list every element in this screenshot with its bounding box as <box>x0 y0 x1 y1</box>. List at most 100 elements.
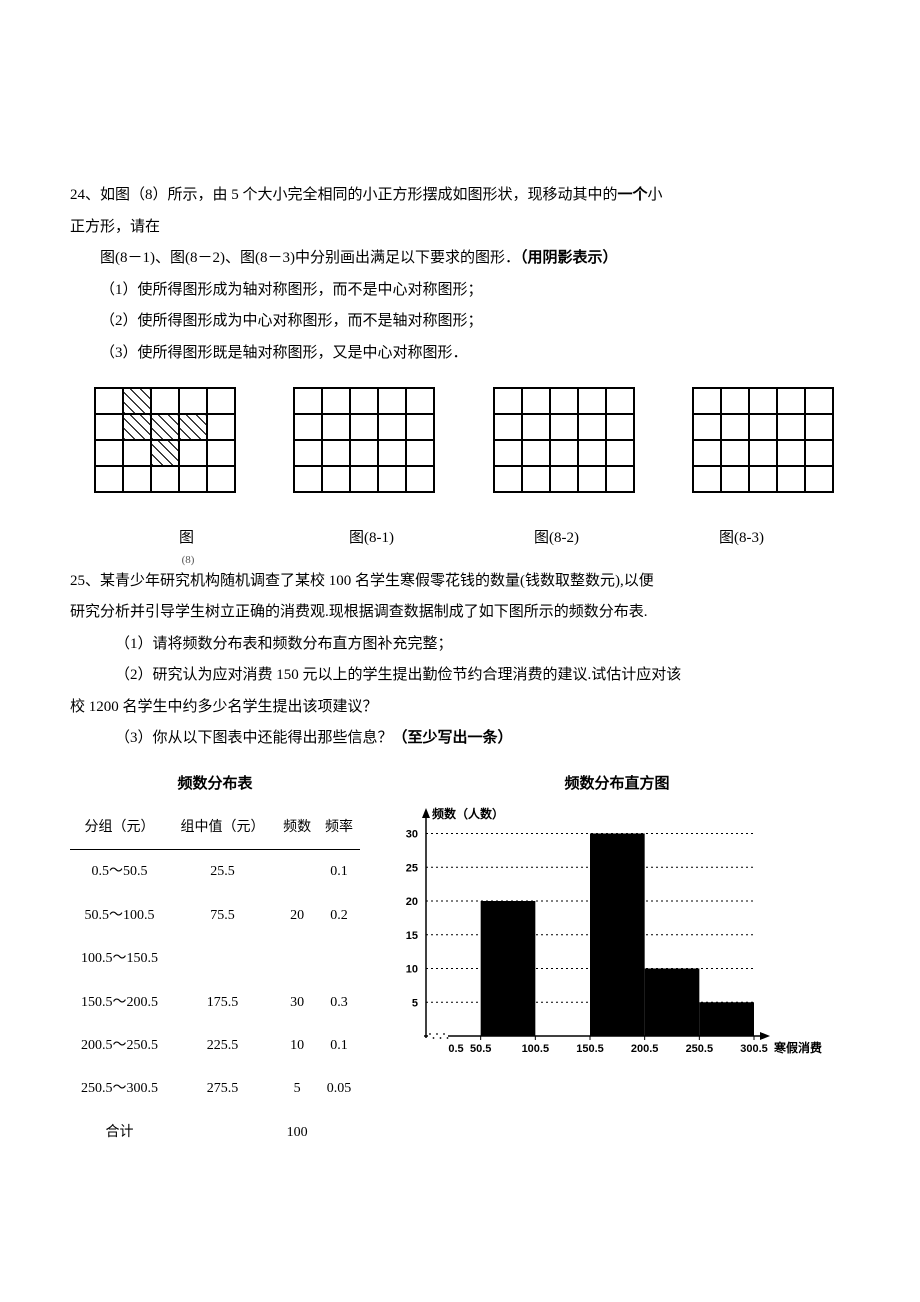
grid-cell <box>606 388 634 414</box>
grid-cell <box>777 466 805 492</box>
q24-line1b: 一个 <box>618 187 648 203</box>
grid-cell <box>550 388 578 414</box>
grid-cell <box>578 466 606 492</box>
grid-cell <box>693 388 721 414</box>
q25-line1: 25、某青少年研究机构随机调查了某校 100 名学生寒假零花钱的数量(钱数取整数… <box>70 566 850 598</box>
grid-cell <box>805 466 833 492</box>
x-tick-label: 100.5 <box>522 1043 550 1055</box>
table-cell: 25.5 <box>169 850 276 894</box>
table-cell: 0.3 <box>318 981 360 1024</box>
grid-cell <box>207 414 235 440</box>
tf-1 <box>169 1111 276 1154</box>
y-tick-label: 15 <box>406 930 418 942</box>
q25-item3b: （至少写出一条） <box>393 730 513 746</box>
grid-cell <box>179 414 207 440</box>
grid-cell <box>578 440 606 466</box>
table-row: 50.5～100.575.5200.2 <box>70 894 360 937</box>
table-row: 100.5～150.5 <box>70 937 360 980</box>
x-axis-arrow-icon <box>760 1032 770 1040</box>
table-row: 0.5～50.525.50.1 <box>70 850 360 894</box>
grid-cell <box>406 440 434 466</box>
histogram-bar <box>699 1002 754 1036</box>
grid-cell <box>123 388 151 414</box>
grid-cell <box>294 466 322 492</box>
table-cell: 50.5～100.5 <box>70 894 169 937</box>
histogram-wrap: 频数分布直方图 510152025300.550.5100.5150.5200.… <box>384 769 850 1081</box>
grid-cell <box>805 414 833 440</box>
grid-cell <box>777 388 805 414</box>
grid-cell <box>494 440 522 466</box>
grid-cell <box>578 388 606 414</box>
grid-caption-3: 图(8-3) <box>649 523 834 555</box>
grid-cell <box>578 414 606 440</box>
table-row: 200.5～250.5225.5100.1 <box>70 1024 360 1067</box>
q24-line2: 正方形，请在 <box>70 212 850 244</box>
q25-line2: 研究分析并引导学生树立正确的消费观.现根据调查数据制成了如下图所示的频数分布表. <box>70 597 850 629</box>
grid-captions: 图 图(8-1) 图(8-2) 图(8-3) <box>94 523 834 555</box>
x-tick-label: 150.5 <box>576 1043 604 1055</box>
grid-cell <box>350 440 378 466</box>
grid-cell <box>606 466 634 492</box>
axis-break-dot <box>443 1033 445 1035</box>
grid-cell <box>805 388 833 414</box>
grid-cell <box>721 440 749 466</box>
table-cell: 0.5～50.5 <box>70 850 169 894</box>
grid-2-cells <box>493 387 635 493</box>
grid-cell <box>151 440 179 466</box>
table-cell: 275.5 <box>169 1067 276 1110</box>
th-group: 分组（元） <box>70 806 169 850</box>
q25-item3a: （3）你从以下图表中还能得出那些信息？ <box>115 730 393 746</box>
histogram-bar <box>590 834 645 1037</box>
table-cell: 5 <box>276 1067 318 1110</box>
grid-cell <box>322 466 350 492</box>
table-cell: 0.2 <box>318 894 360 937</box>
grid-cell <box>95 414 123 440</box>
table-cell: 30 <box>276 981 318 1024</box>
grid-cell <box>749 388 777 414</box>
q25-item2b: 校 1200 名学生中约多少名学生提出该项建议？ <box>70 692 850 724</box>
table-row: 150.5～200.5175.5300.3 <box>70 981 360 1024</box>
grid-cell <box>179 440 207 466</box>
grid-1-cells <box>293 387 435 493</box>
table-cell: 100.5～150.5 <box>70 937 169 980</box>
q24-line1a: 24、如图（8）所示，由 5 个大小完全相同的小正方形摆成如图形状，现移动其中的 <box>70 187 618 203</box>
grid-cell <box>151 466 179 492</box>
grid-cell <box>378 466 406 492</box>
grid-cell <box>95 440 123 466</box>
frequency-table-title: 频数分布表 <box>70 769 360 801</box>
y-tick-label: 30 <box>406 829 418 841</box>
histogram-bar <box>645 969 700 1037</box>
histogram-bar <box>481 901 536 1036</box>
table-cell <box>318 937 360 980</box>
table-cell: 0.05 <box>318 1067 360 1110</box>
axis-break-dot <box>440 1037 442 1039</box>
histogram-title: 频数分布直方图 <box>384 769 850 801</box>
th-mid: 组中值（元） <box>169 806 276 850</box>
grid-cell <box>207 440 235 466</box>
grid-cell <box>294 414 322 440</box>
x-tick-label: 300.5 <box>740 1043 768 1055</box>
table-cell: 250.5～300.5 <box>70 1067 169 1110</box>
grid-cell <box>550 414 578 440</box>
table-row: 250.5～300.5275.550.05 <box>70 1067 360 1110</box>
grid-cell <box>350 466 378 492</box>
q24-item3: （3）使所得图形既是轴对称图形，又是中心对称图形． <box>70 338 850 370</box>
table-cell: 10 <box>276 1024 318 1067</box>
grid-cell <box>522 440 550 466</box>
table-cell: 0.1 <box>318 1024 360 1067</box>
grid-cell <box>151 414 179 440</box>
q25-item1: （1）请将频数分布表和频数分布直方图补充完整； <box>70 629 850 661</box>
y-axis-arrow-icon <box>422 808 430 818</box>
grid-cell <box>350 414 378 440</box>
x-tick-label: 250.5 <box>686 1043 714 1055</box>
grid-caption-1: 图(8-1) <box>279 523 464 555</box>
q24-line1c: 小 <box>648 187 663 203</box>
grid-cell <box>606 440 634 466</box>
grid-cell <box>522 388 550 414</box>
grid-cell <box>123 466 151 492</box>
grid-cell <box>522 466 550 492</box>
grid-cell <box>721 466 749 492</box>
x-axis-label: 寒假消费 <box>773 1040 822 1055</box>
grid-cell <box>749 466 777 492</box>
grid-cell <box>322 414 350 440</box>
